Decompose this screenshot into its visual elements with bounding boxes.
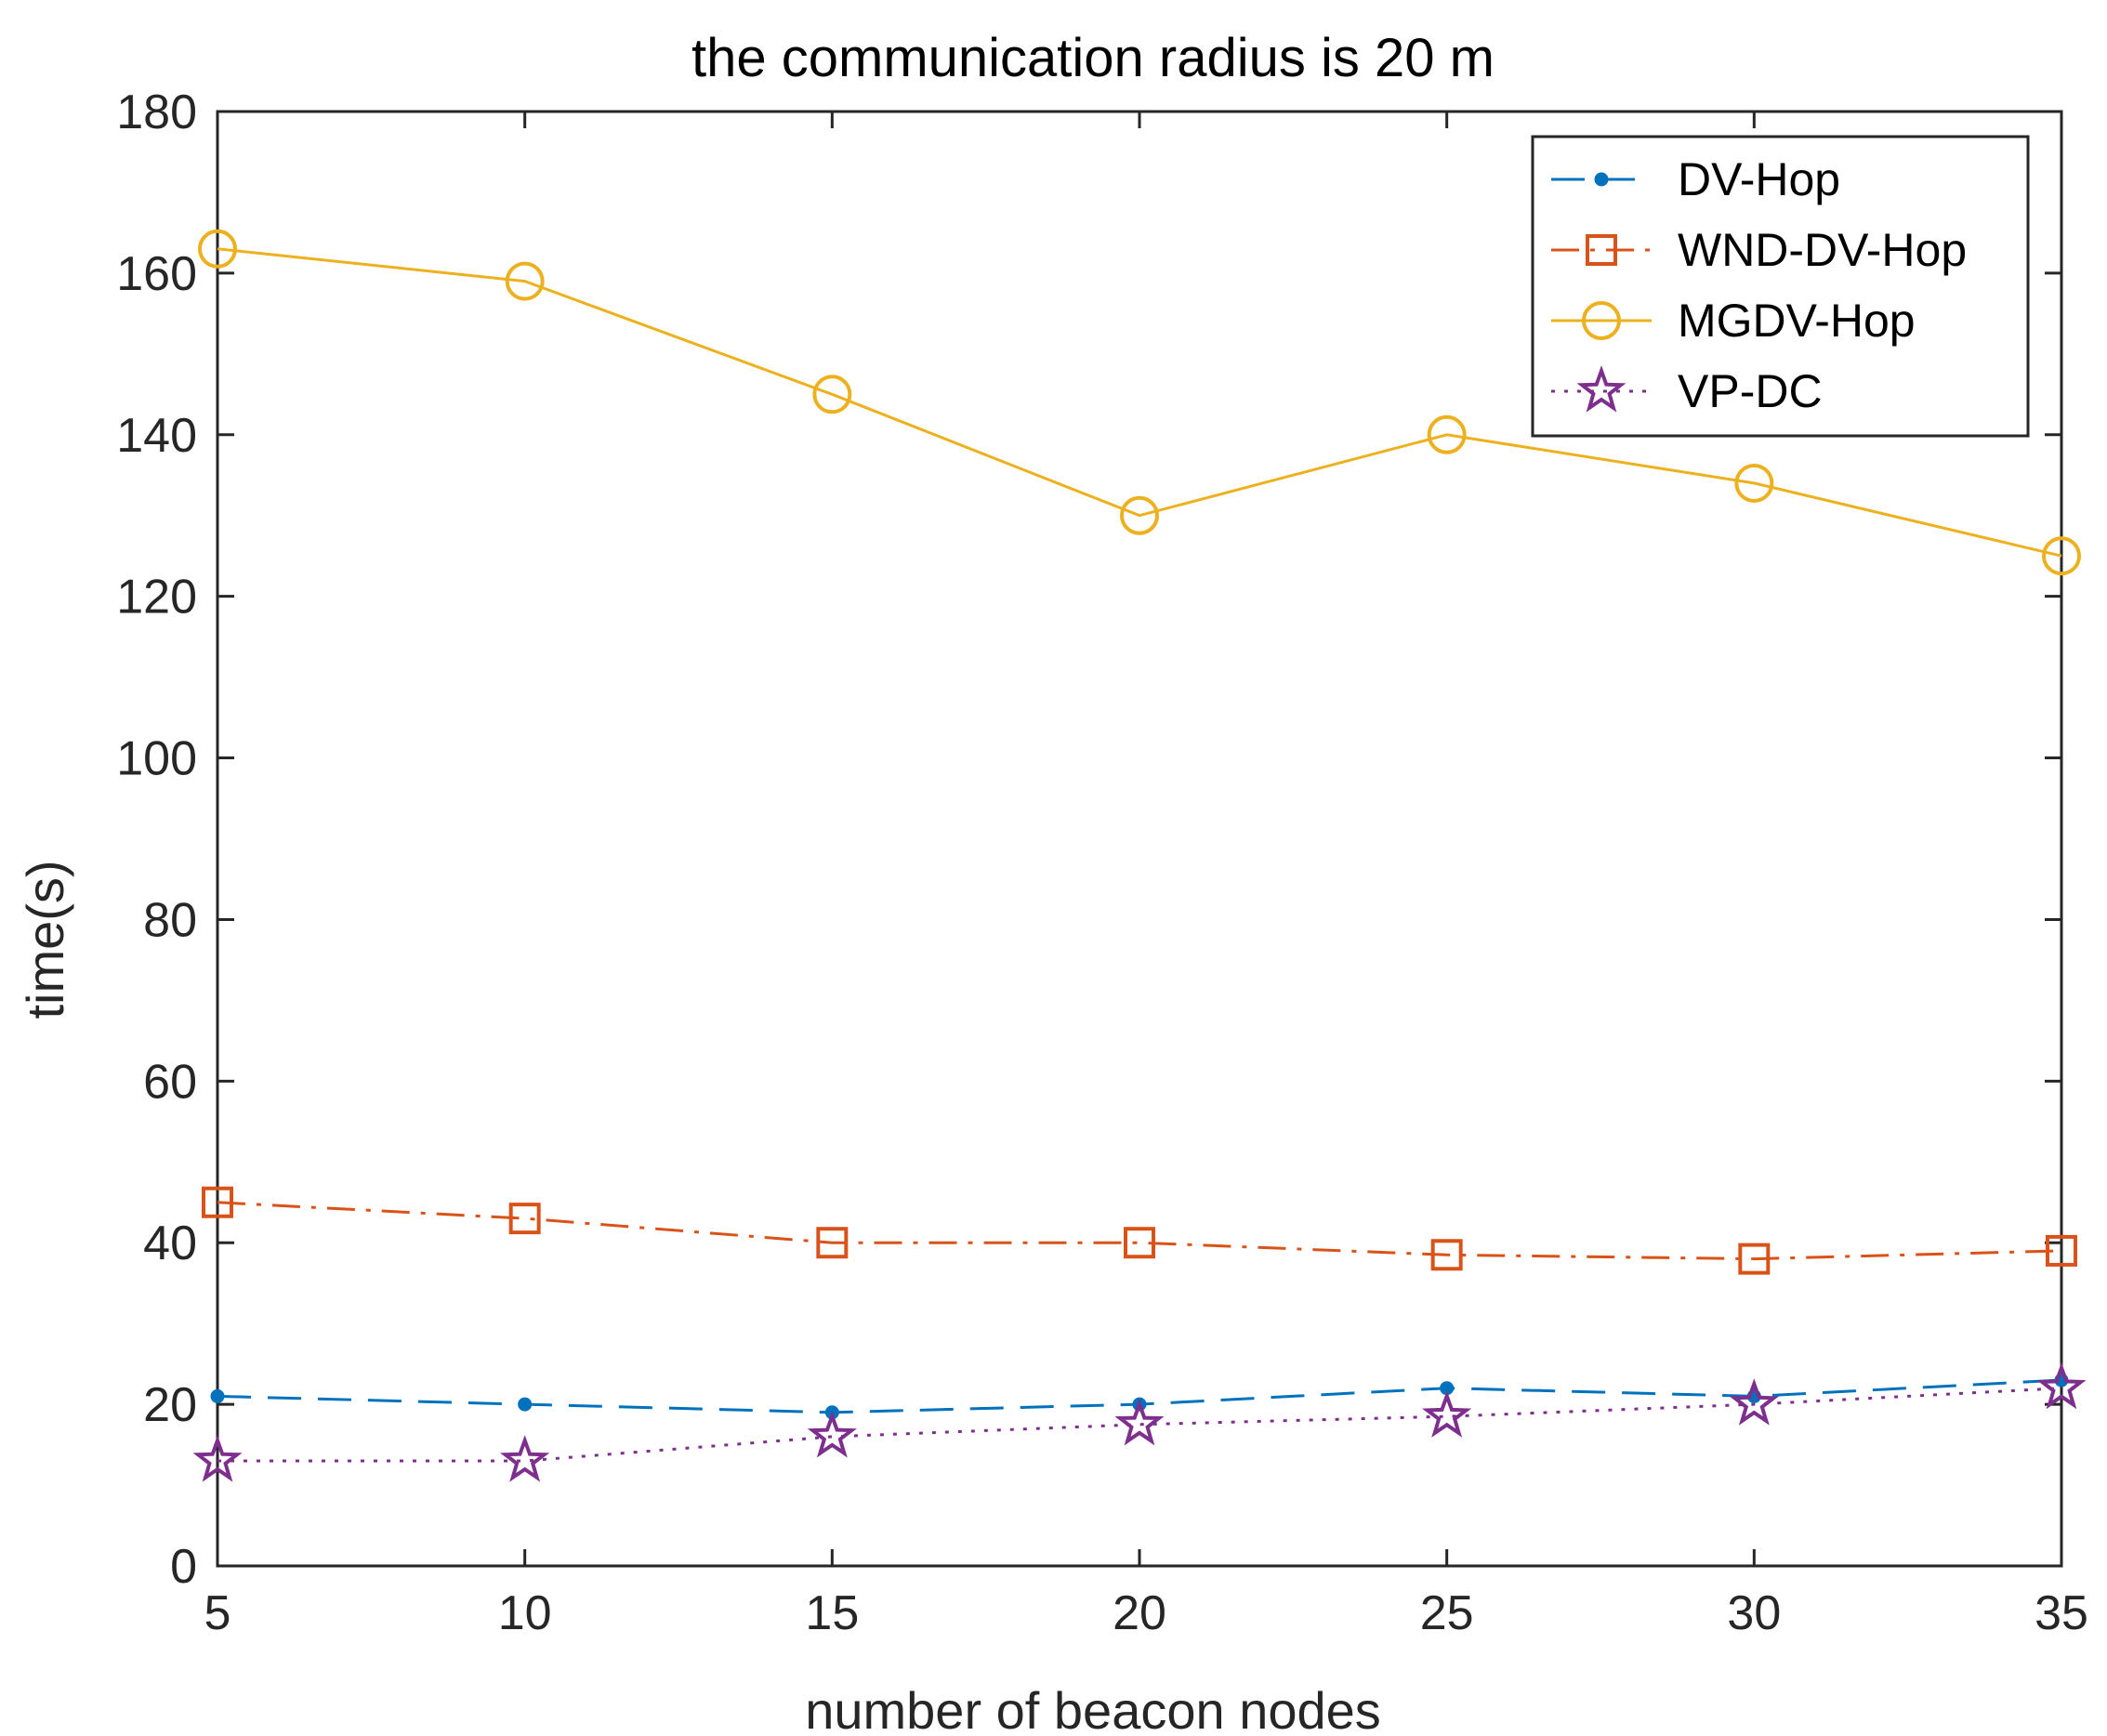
data-point	[2036, 1361, 2087, 1410]
series-vp-dc	[192, 1361, 2087, 1482]
data-point	[505, 261, 545, 301]
legend-label: VP-DC	[1678, 365, 1823, 417]
y-tick-label: 40	[143, 1217, 197, 1270]
data-point	[202, 1186, 233, 1218]
data-point	[1427, 414, 1467, 454]
data-point	[1120, 495, 1159, 535]
series-line	[217, 1201, 2062, 1261]
x-tick-label: 10	[498, 1586, 552, 1640]
series-line	[217, 247, 2062, 558]
data-point	[1738, 1243, 1771, 1275]
legend-marker	[1586, 234, 1617, 266]
legend-entry: WND-DV-Hop	[1551, 224, 1967, 276]
data-point	[1734, 463, 1774, 503]
data-point	[1114, 1398, 1165, 1446]
data-point	[198, 229, 237, 269]
data-point	[816, 1227, 849, 1259]
data-point	[210, 1388, 225, 1403]
legend-entry: VP-DC	[1551, 365, 1823, 417]
data-point	[192, 1435, 243, 1482]
data-point	[2046, 1234, 2077, 1267]
x-tick-label: 15	[805, 1586, 859, 1640]
series-mgdv-hop	[198, 229, 2081, 576]
data-point	[1422, 1390, 1472, 1438]
y-tick-label: 140	[116, 409, 197, 463]
data-point	[2042, 536, 2081, 576]
legend-label: DV-Hop	[1678, 153, 1840, 205]
data-point	[500, 1435, 550, 1482]
x-tick-label: 5	[204, 1586, 231, 1640]
y-tick-label: 160	[116, 247, 197, 301]
legend-entry: DV-Hop	[1551, 153, 1840, 205]
series-line	[217, 1387, 2062, 1463]
y-tick-label: 20	[143, 1378, 197, 1432]
data-point	[518, 1397, 533, 1412]
y-tick-label: 180	[116, 85, 197, 139]
legend-entry: MGDV-Hop	[1551, 295, 1916, 347]
x-tick-label: 30	[1727, 1586, 1781, 1640]
y-tick-label: 0	[170, 1540, 197, 1594]
series-layer	[192, 229, 2087, 1482]
data-point	[1430, 1239, 1463, 1271]
y-axis-label: time(s)	[16, 860, 74, 1019]
legend: DV-Hop WND-DV-Hop MGDV-Hop VP-DC	[1531, 135, 2030, 438]
x-axis-label: number of beacon nodes	[805, 1681, 1381, 1736]
legend-marker	[1576, 365, 1626, 413]
y-tick-label: 100	[116, 732, 197, 786]
x-tick-label: 35	[2035, 1586, 2088, 1640]
data-point	[1729, 1378, 1779, 1426]
chart-title: the communication radius is 20 m	[691, 28, 1495, 88]
data-point	[807, 1411, 857, 1458]
data-point	[812, 375, 852, 414]
y-tick-label: 60	[143, 1055, 197, 1109]
x-tick-label: 25	[1420, 1586, 1474, 1640]
x-tick-label: 20	[1113, 1586, 1166, 1640]
y-tick-label: 80	[143, 893, 197, 947]
ticks-layer: 5 10 15 20 25 30 35 0 20 40 60 80 100 120 140 160 180	[116, 85, 2088, 1640]
legend-label: MGDV-Hop	[1678, 295, 1916, 347]
series-wnd-dv-hop	[202, 1186, 2077, 1275]
legend-label: WND-DV-Hop	[1678, 224, 1967, 276]
y-tick-label: 120	[116, 571, 197, 625]
data-point	[1124, 1227, 1155, 1259]
legend-marker	[1594, 172, 1609, 187]
data-point	[508, 1203, 541, 1235]
legend-marker	[1582, 301, 1621, 340]
